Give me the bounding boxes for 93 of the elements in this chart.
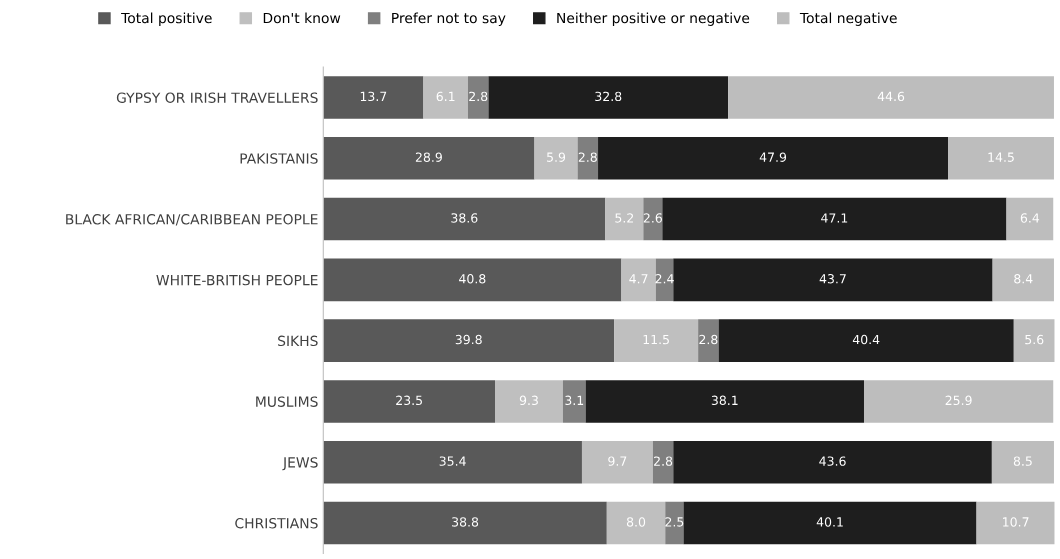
y-tick-label: WHITE-BRITISH PEOPLE [156,274,318,286]
y-tick-label: BLACK AFRICAN/CARIBBEAN PEOPLE [66,214,318,226]
bar [718,319,1014,362]
data-label: 43.6 [819,456,846,466]
data-label: 40.8 [459,274,486,284]
bar [673,258,993,302]
data-label: 9.3 [519,395,538,406]
bar [683,501,977,545]
bar [495,380,563,423]
bar [662,197,1007,241]
bar [948,136,1054,180]
bar [673,440,992,484]
bar [534,136,578,180]
data-label: 2.8 [578,152,597,162]
y-tick-label: PAKISTANIS [240,153,318,164]
data-label: 39.8 [455,334,482,345]
data-label: 8.5 [1013,456,1032,466]
data-label: 13.7 [360,91,387,102]
data-label: 2.5 [665,517,684,527]
bar [665,501,684,545]
bar [323,76,424,119]
data-label: 2.8 [469,91,488,102]
bar [323,440,582,484]
data-label: 14.5 [988,152,1014,162]
legend-label: Total positive [121,12,212,26]
data-label: 38.8 [452,517,479,527]
bar [643,197,663,241]
data-label: 2.6 [643,213,662,223]
y-tick-label: GYPSY OR IRISH TRAVELLERS [116,92,318,103]
bar [323,380,496,423]
data-label: 23.5 [396,395,422,406]
bar [992,258,1054,302]
bar [488,76,729,119]
bar [698,319,719,362]
bar [1013,319,1055,362]
bar [976,501,1055,545]
data-label: 40.4 [852,334,880,345]
data-label: 25.9 [945,395,972,406]
legend-label: Neither positive or negative [557,12,750,26]
y-tick-label: MUSLIMS [256,396,318,407]
bar [614,319,699,362]
bar [562,380,586,423]
data-label: 3.1 [565,395,584,406]
bar [581,440,653,484]
bar [323,501,607,545]
data-label: 6.4 [1020,213,1040,223]
data-label: 2.8 [654,456,673,466]
bar [605,197,644,241]
data-label: 5.2 [615,213,634,223]
bar [991,440,1054,484]
y-tick-label: CHRISTIANS [235,517,318,529]
data-label: 44.6 [877,91,905,102]
data-label: 35.4 [439,456,466,466]
bar [323,136,535,180]
data-label: 43.7 [819,274,846,284]
legend-label: Don't know [263,12,341,24]
data-label: 38.1 [711,395,738,406]
data-label: 28.9 [415,152,442,162]
data-label: 5.6 [1025,334,1044,345]
legend-label: Total negative [799,12,897,26]
data-label: 11.5 [643,334,669,345]
bar [585,380,864,423]
bar [728,76,1054,119]
bar [864,380,1054,423]
bar [606,501,666,545]
data-label: 40.1 [816,517,843,527]
bar [423,76,468,119]
y-tick-label: SIKHS [278,335,318,347]
data-label: 10.7 [1003,517,1029,527]
data-label: 6.1 [436,91,455,102]
data-label: 2.8 [699,334,718,345]
bar [467,76,489,119]
data-label: 32.8 [595,91,622,102]
bar [323,197,606,241]
bar [598,136,949,180]
data-label: 4.7 [629,274,648,284]
data-label: 9.7 [608,456,627,466]
y-tick-label: JEWS [282,457,318,471]
bar [577,136,599,180]
data-label: 38.6 [451,213,478,223]
data-label: 47.9 [759,152,787,162]
data-label: 8.0 [626,517,646,527]
data-label: 47.1 [821,213,848,223]
data-label: 2.4 [655,274,674,284]
bar [652,440,674,484]
bar [323,258,622,302]
legend-label: Prefer not to say [392,12,506,26]
data-label: 5.9 [547,152,566,162]
bar [655,258,674,302]
bar [621,258,656,302]
bar [323,319,615,362]
bar [1006,197,1054,241]
data-label: 8.4 [1014,274,1033,284]
